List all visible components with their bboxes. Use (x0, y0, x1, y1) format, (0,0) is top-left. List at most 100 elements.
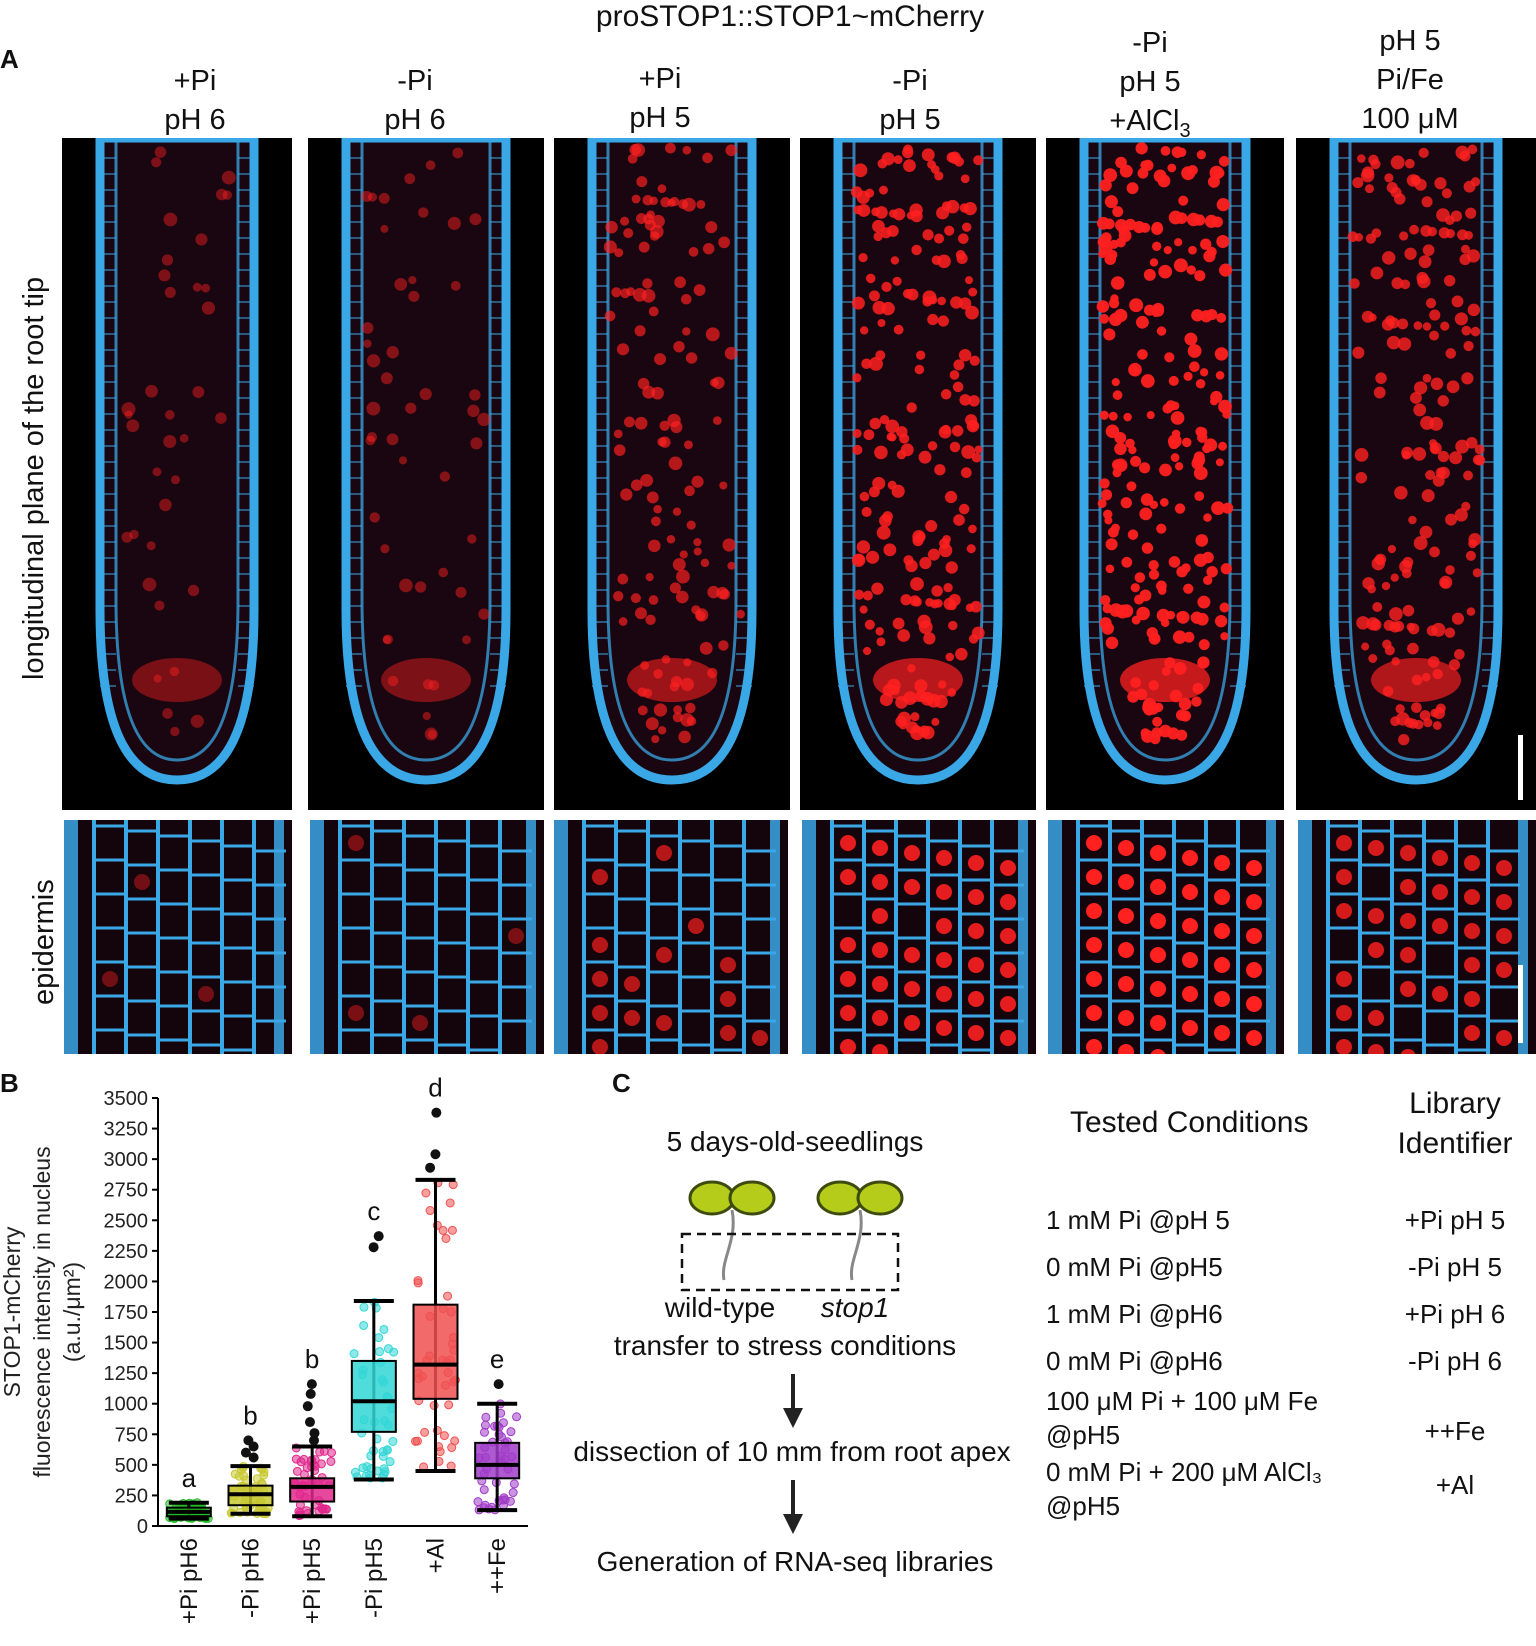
nucleus-dot (1139, 462, 1151, 474)
nucleus-dot (969, 355, 980, 366)
nucleus-dot (603, 240, 617, 254)
nucleus-dot (1451, 612, 1465, 625)
nucleus-dot (367, 192, 378, 202)
nucleus-dot (637, 377, 650, 390)
nucleus-dot (1097, 235, 1111, 249)
nucleus-dot (1118, 976, 1134, 992)
column-header-6-line-3: 100 μM (1361, 103, 1459, 135)
nucleus-dot (656, 1015, 672, 1031)
nucleus-dot (1466, 607, 1476, 616)
nucleus-dot (931, 717, 940, 726)
nucleus-dot (879, 185, 888, 195)
nucleus-dot (1214, 855, 1230, 871)
significance-letter: b (305, 1344, 319, 1374)
nucleus-dot (1134, 572, 1146, 583)
root-tip-signal (873, 658, 963, 702)
nucleus-dot (862, 590, 873, 601)
nucleus-dot (959, 394, 972, 406)
nucleus-dot (1204, 438, 1218, 452)
outlier-point (430, 1149, 441, 1160)
nucleus-dot (1427, 226, 1437, 237)
nucleus-dot (477, 412, 491, 427)
nucleus-dot (727, 561, 736, 570)
jitter-point (447, 1225, 457, 1235)
y-tick-label: 2000 (104, 1271, 149, 1293)
nucleus-dot (1219, 263, 1233, 277)
nucleus-dot (164, 286, 176, 298)
nucleus-dot (940, 389, 952, 400)
nucleus-dot (688, 918, 704, 934)
root-outline (95, 138, 259, 785)
nucleus-dot (725, 144, 738, 157)
nucleus-dot (840, 971, 856, 987)
nucleus-dot (378, 192, 390, 204)
nucleus-dot (1183, 371, 1193, 381)
nucleus-dot (1150, 879, 1166, 895)
nucleus-dot (861, 506, 872, 517)
nucleus-dot (1103, 509, 1113, 519)
nucleus-dot (1000, 962, 1016, 978)
nucleus-dot (968, 991, 984, 1007)
nucleus-dot (1130, 455, 1142, 467)
nucleus-dot (684, 440, 693, 450)
nucleus-dot (840, 1005, 856, 1021)
nucleus-dot (1496, 962, 1512, 978)
nucleus-dot (720, 1025, 736, 1041)
nucleus-dot (1451, 295, 1464, 308)
nucleus-dot (968, 524, 977, 534)
root-inner-layer (606, 138, 738, 762)
nucleus-dot (954, 156, 964, 167)
panel-c-label: C (612, 1068, 631, 1098)
nucleus-dot (1426, 625, 1438, 637)
jitter-point (359, 1320, 369, 1330)
identifier-row-3: +Pi pH 6 (1404, 1299, 1506, 1329)
scale-bar-root-tip (1518, 735, 1523, 800)
nucleus-dot (452, 147, 464, 159)
nucleus-dot (1000, 1030, 1016, 1046)
jitter-point (473, 1497, 483, 1507)
nucleus-dot (1336, 971, 1352, 987)
nucleus-dot (1365, 233, 1377, 244)
nucleus-dot (1105, 564, 1115, 574)
nucleus-dot (1174, 238, 1183, 247)
nucleus-dot (931, 255, 942, 265)
nucleus-dot (854, 589, 865, 600)
nucleus-dot (170, 726, 180, 737)
nucleus-dot (192, 282, 202, 292)
seedling-stop1-icon (816, 1180, 904, 1281)
nucleus-dot (1432, 884, 1448, 900)
nucleus-dot (968, 923, 984, 939)
nucleus-dot (918, 450, 932, 464)
nucleus-dot (879, 514, 892, 528)
significance-letter: b (243, 1400, 257, 1430)
nucleus-dot (1140, 222, 1151, 233)
nucleus-dot (1159, 498, 1169, 507)
nucleus-dot (1112, 468, 1122, 478)
nucleus-dot (151, 157, 162, 168)
nucleus-dot (1151, 727, 1163, 739)
nucleus-dot (1148, 560, 1159, 571)
nucleus-dot (1150, 633, 1160, 643)
nucleus-dot (1429, 330, 1440, 341)
nucleus-dot (1086, 971, 1102, 987)
nucleus-dot (910, 712, 920, 722)
jitter-point (380, 1467, 390, 1477)
nucleus-dot (201, 301, 216, 315)
figure-title: proSTOP1::STOP1~mCherry (595, 0, 985, 33)
nucleus-dot (1108, 297, 1120, 309)
root-inner-layer (1098, 138, 1232, 762)
nucleus-dot (1390, 186, 1402, 198)
nucleus-dot (1394, 486, 1408, 500)
nucleus-dot (618, 617, 628, 626)
jitter-point (349, 1349, 359, 1359)
nucleus-dot (951, 425, 964, 437)
nucleus-dot (1361, 310, 1374, 323)
nucleus-dot (948, 620, 958, 631)
nucleus-dot (348, 835, 364, 851)
outlier-point (373, 1231, 384, 1242)
column-header-3-line-1: +Pi (638, 63, 682, 95)
wildtype-label: wild-type (664, 1292, 776, 1323)
nucleus-dot (1182, 850, 1198, 866)
nucleus-dot (1370, 266, 1384, 280)
nucleus-dot (631, 143, 646, 157)
